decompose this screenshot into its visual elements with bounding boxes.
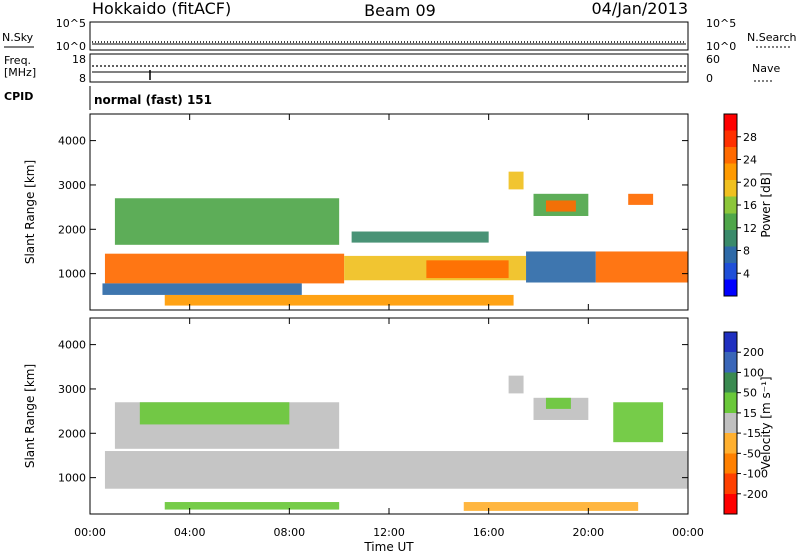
freq-label: Freq. xyxy=(4,54,31,67)
xtick-label: 20:00 xyxy=(572,526,604,539)
noise-tick-right-bottom: 10^0 xyxy=(706,40,736,53)
data-region xyxy=(164,294,514,306)
velocity-ylabel: Slant Range [km] xyxy=(23,364,37,468)
freq-tick-top: 18 xyxy=(72,53,86,66)
colorbar-tick-label: 100 xyxy=(743,366,764,379)
colorbar-tick-label: 8 xyxy=(743,245,750,258)
ytick-label: 4000 xyxy=(58,339,86,352)
data-region xyxy=(114,198,340,245)
power-colorbar-ticks: 4 8 12 16 20 24 28 xyxy=(737,131,757,280)
velocity-colorbar-ticks: 200 100 50 15 -15 -50 -100 -200 xyxy=(737,346,768,501)
colorbar-tick-label: -50 xyxy=(743,447,761,460)
colorbar-tick-label: 28 xyxy=(743,131,757,144)
colorbar-tick-label: 200 xyxy=(743,346,764,359)
xtick-label: 00:00 xyxy=(672,526,704,539)
data-region xyxy=(545,397,571,409)
data-region xyxy=(508,171,524,190)
noise-tick-left-bottom: 10^0 xyxy=(56,40,86,53)
nsky-label: N.Sky xyxy=(2,31,34,44)
data-region xyxy=(508,375,524,394)
colorbar-tick-label: 50 xyxy=(743,387,757,400)
time-axis-ticks: 00:00 04:00 08:00 12:00 16:00 20:00 00:00 xyxy=(74,114,704,539)
data-region xyxy=(463,502,639,511)
xtick-label: 08:00 xyxy=(273,526,305,539)
freq-panel xyxy=(89,53,689,83)
colorbar-tick-label: 24 xyxy=(743,154,757,167)
colorbar-tick-label: -100 xyxy=(743,468,768,481)
cpid-value: normal (fast) 151 xyxy=(94,93,212,107)
beam-title: Beam 09 xyxy=(364,1,436,20)
ytick-label: 3000 xyxy=(58,179,86,192)
noise-trace xyxy=(92,41,686,45)
velocity-data xyxy=(104,375,688,511)
time-axis-label: Time UT xyxy=(363,540,414,554)
ytick-label: 2000 xyxy=(58,223,86,236)
nave-tick-bottom: 0 xyxy=(706,72,713,85)
date-title: 04/Jan/2013 xyxy=(591,0,688,18)
data-region xyxy=(102,283,302,295)
xtick-label: 16:00 xyxy=(473,526,505,539)
data-region xyxy=(104,451,688,489)
power-colorbar-label: Power [dB] xyxy=(759,172,773,237)
data-region xyxy=(351,231,489,243)
xtick-label: 04:00 xyxy=(174,526,206,539)
xtick-label: 00:00 xyxy=(74,526,106,539)
data-region xyxy=(164,502,340,510)
colorbar-tick-label: 12 xyxy=(743,222,757,235)
nave-label: Nave xyxy=(752,62,780,75)
ytick-label: 3000 xyxy=(58,383,86,396)
power-data xyxy=(102,171,688,306)
power-ylabel: Slant Range [km] xyxy=(23,160,37,264)
colorbar-tick-label: -15 xyxy=(743,427,761,440)
colorbar-tick-label: -200 xyxy=(743,488,768,501)
data-region xyxy=(595,251,688,283)
colorbar-tick-label: 4 xyxy=(743,267,750,280)
velocity-colorbar xyxy=(723,331,738,515)
colorbar-tick-label: 20 xyxy=(743,176,757,189)
ytick-label: 2000 xyxy=(58,427,86,440)
data-region xyxy=(426,260,509,279)
cpid-label: CPID xyxy=(4,90,33,103)
data-region xyxy=(139,402,290,425)
ytick-label: 1000 xyxy=(58,472,86,485)
data-region xyxy=(104,253,345,284)
ytick-label: 4000 xyxy=(58,135,86,148)
xtick-label: 12:00 xyxy=(373,526,405,539)
velocity-colorbar-label: Velocity [m s⁻¹] xyxy=(759,376,773,469)
noise-tick-left-top: 10^5 xyxy=(56,17,86,30)
freq-tick-bottom: 8 xyxy=(79,72,86,85)
nave-tick-top: 60 xyxy=(706,53,720,66)
data-region xyxy=(545,200,576,212)
colorbar-tick-label: 16 xyxy=(743,199,757,212)
freq-unit: [MHz] xyxy=(4,66,36,79)
colorbar-tick-label: 15 xyxy=(743,407,757,420)
data-region xyxy=(613,402,664,443)
noise-tick-right-top: 10^5 xyxy=(706,17,736,30)
nsearch-label: N.Search xyxy=(747,31,797,44)
data-region xyxy=(526,251,596,283)
power-axis: 1000 2000 3000 4000 xyxy=(58,135,688,281)
ytick-label: 1000 xyxy=(58,268,86,281)
noise-panel xyxy=(89,21,689,51)
site-title: Hokkaido (fitACF) xyxy=(92,0,231,18)
velocity-axis: 1000 2000 3000 4000 xyxy=(58,339,688,485)
power-colorbar xyxy=(723,113,738,297)
data-region xyxy=(628,193,654,205)
